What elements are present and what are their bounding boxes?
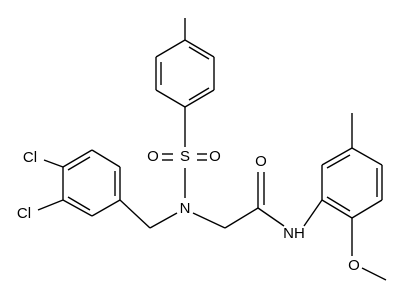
atom-label: Cl — [23, 149, 37, 166]
atom-label: O — [255, 153, 267, 170]
atom-label: Cl — [17, 205, 31, 222]
atom-labels: Cl Cl S O O N O NH O — [17, 148, 360, 274]
atom-label: O — [209, 148, 221, 165]
atom-label: NH — [283, 225, 305, 242]
atom-label: O — [147, 148, 159, 165]
atom-label: S — [180, 148, 190, 165]
atom-label: O — [348, 257, 360, 274]
bonds — [37, 18, 387, 281]
atom-label: N — [180, 200, 191, 217]
